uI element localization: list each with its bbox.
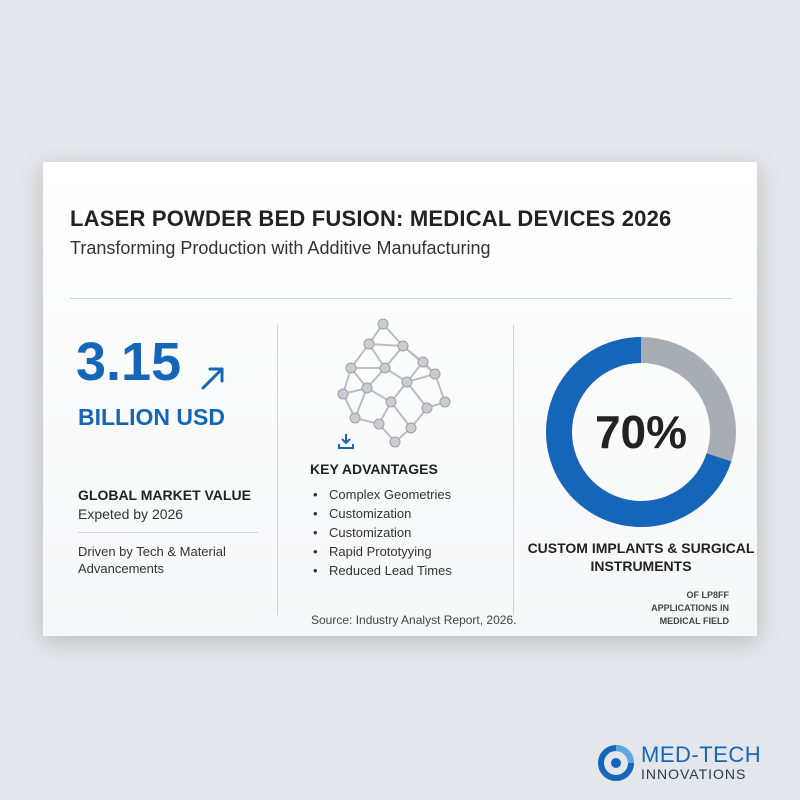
advantage-label: Reduced Lead Times	[329, 563, 452, 578]
advantages-list: • Complex Geometries • Customization • Cust…	[313, 485, 452, 580]
bullet: •	[313, 525, 318, 540]
market-value-sublabel: Expeted by 2026	[78, 506, 184, 522]
donut-label: CUSTOM IMPLANTS & SURGICAL INSTRUMENTS	[527, 540, 755, 574]
source-note: Source: Industry Analyst Report, 2026.	[311, 613, 517, 627]
list-item: • Reduced Lead Times	[313, 561, 452, 580]
market-value-label: GLOBAL MARKET VALUE	[78, 487, 251, 503]
infographic-card: LASER POWDER BED FUSION: MEDICAL DEVICES…	[43, 162, 757, 636]
brand-name: MED-TECH	[641, 742, 762, 767]
market-driver: Driven by Tech & Material Advancements	[78, 544, 226, 576]
donut-primary-segment	[546, 337, 736, 527]
list-item: • Rapid Prototyying	[313, 542, 452, 561]
bullet: •	[313, 506, 318, 521]
market-unit: BILLION USD	[78, 404, 225, 430]
advantages-heading: KEY ADVANTAGES	[310, 461, 438, 477]
page-subtitle: Transforming Production with Additive Ma…	[70, 238, 491, 258]
bullet: •	[313, 544, 318, 559]
brand-tagline: INNOVATIONS	[641, 766, 747, 782]
donut-percent: 70%	[594, 406, 688, 458]
download-icon	[338, 434, 354, 449]
donut-footnote: OF LP8FF APPLICATIONS IN MEDICAL FIELD	[651, 590, 729, 626]
bullet: •	[313, 487, 318, 502]
list-item: • Complex Geometries	[313, 485, 452, 504]
med-tech-logo-icon	[598, 745, 634, 781]
lattice-structure-icon	[337, 318, 451, 448]
list-item: • Customization	[313, 504, 452, 523]
bullet: •	[313, 563, 318, 578]
header-divider	[70, 298, 732, 299]
donut-chart	[546, 337, 736, 527]
list-item: • Customization	[313, 523, 452, 542]
page-title: LASER POWDER BED FUSION: MEDICAL DEVICES…	[70, 206, 672, 231]
trend-up-arrow-icon	[201, 367, 224, 390]
advantage-label: Rapid Prototyying	[329, 544, 432, 559]
advantage-label: Complex Geometries	[329, 487, 452, 502]
market-divider	[78, 532, 258, 533]
advantage-label: Customization	[329, 506, 412, 521]
advantage-label: Customization	[329, 525, 412, 540]
column-divider-right	[513, 325, 514, 615]
market-value: 3.15	[76, 332, 182, 392]
column-divider-left	[277, 325, 278, 615]
